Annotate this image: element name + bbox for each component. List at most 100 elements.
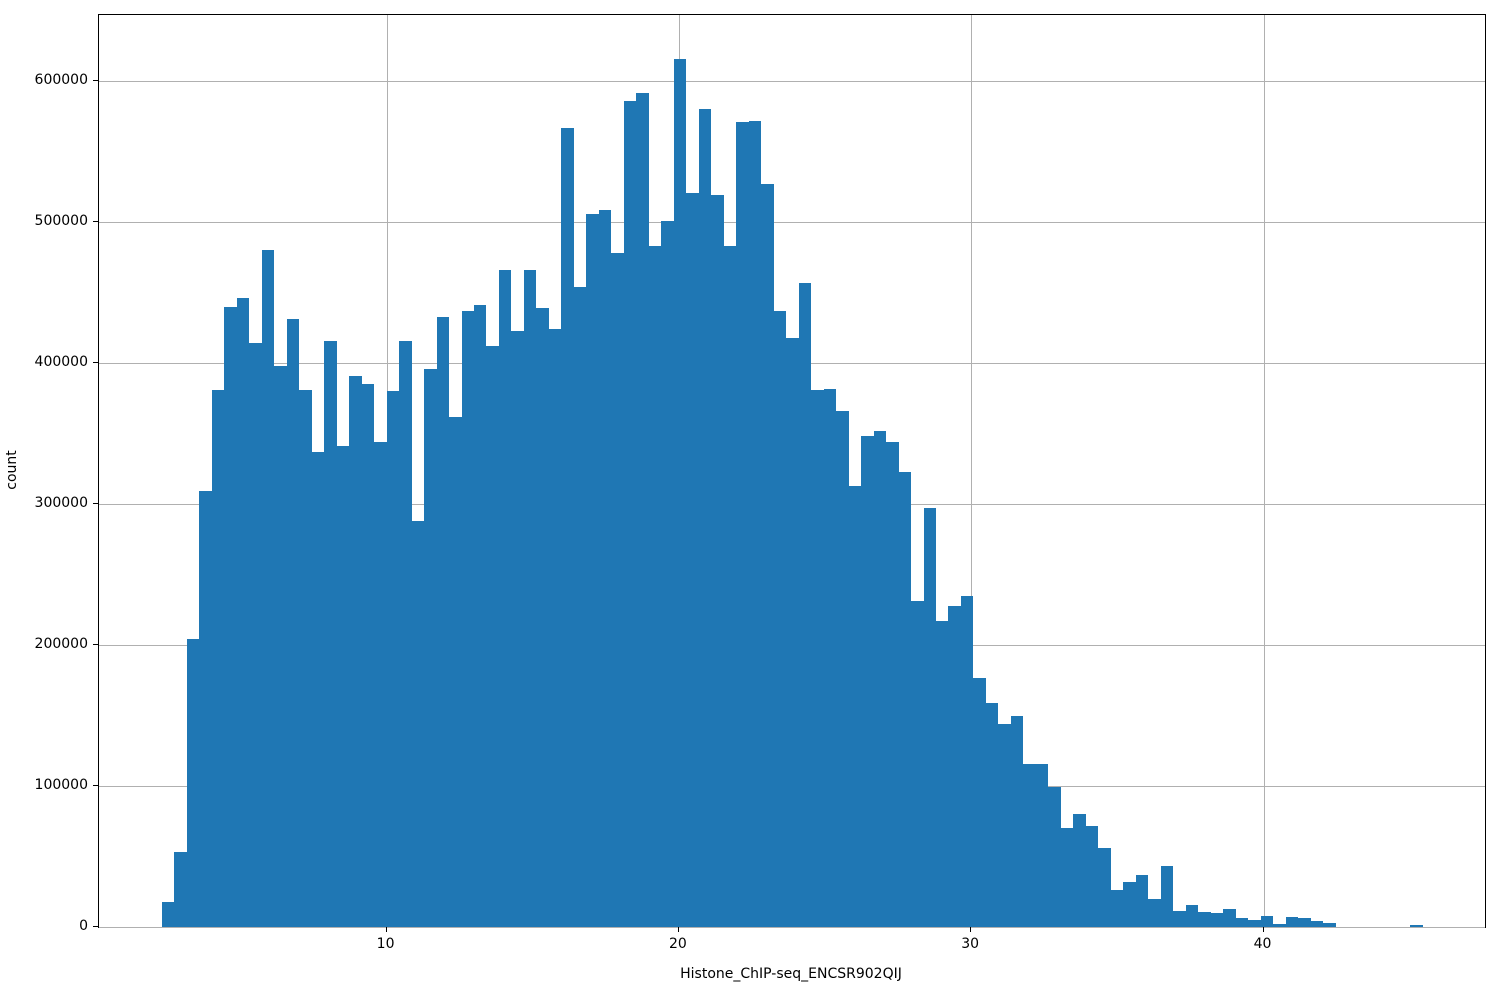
x-tick-label: 30 xyxy=(961,936,980,952)
histogram-bar xyxy=(1223,909,1236,927)
y-tick xyxy=(93,221,98,223)
histogram-bar xyxy=(911,601,924,927)
histogram-bar xyxy=(249,343,262,927)
histogram-bar xyxy=(498,270,512,927)
x-tick-label: 20 xyxy=(668,936,687,952)
histogram-bar xyxy=(848,485,862,927)
y-tick-label: 300000 xyxy=(34,495,88,512)
histogram-bar xyxy=(598,209,612,927)
histogram-bar xyxy=(973,677,986,927)
histogram-bar xyxy=(1073,814,1086,927)
histogram-bar xyxy=(374,442,387,927)
histogram-bar xyxy=(511,330,524,927)
y-tick xyxy=(93,503,98,505)
histogram-bar xyxy=(386,391,400,927)
histogram-bar xyxy=(523,270,537,927)
histogram-bar xyxy=(623,100,637,927)
histogram-bar xyxy=(548,329,562,927)
histogram-bar xyxy=(1198,911,1211,927)
histogram-bar xyxy=(698,109,712,927)
plot-area xyxy=(98,14,1486,928)
histogram-bar xyxy=(411,521,425,927)
histogram-bar xyxy=(199,491,212,927)
y-tick xyxy=(93,785,98,786)
histogram-bar xyxy=(761,184,774,927)
histogram-bar xyxy=(711,195,724,927)
histogram-bar xyxy=(361,384,375,927)
y-tick xyxy=(93,80,98,82)
histogram-bar xyxy=(349,375,362,927)
histogram-bar xyxy=(1035,763,1049,927)
histogram-bar xyxy=(1310,921,1324,927)
histogram-bar xyxy=(449,416,462,927)
histogram-bar xyxy=(286,319,300,927)
histogram-bar xyxy=(1085,825,1099,927)
histogram-bar xyxy=(1048,787,1061,927)
gridline-horizontal xyxy=(99,927,1485,928)
y-tick-label: 100000 xyxy=(34,777,88,793)
histogram-bar xyxy=(923,508,936,927)
histogram-bar xyxy=(586,213,599,927)
histogram-bar xyxy=(686,192,699,927)
gridline-horizontal xyxy=(99,222,1485,224)
gridline-vertical xyxy=(1263,15,1265,927)
histogram-bar xyxy=(823,388,837,927)
histogram-bar xyxy=(773,311,787,927)
histogram-bar xyxy=(399,340,412,927)
histogram-bar xyxy=(274,366,287,927)
histogram-bar xyxy=(898,471,911,927)
histogram-bar xyxy=(324,340,337,927)
histogram-bar xyxy=(948,605,961,927)
histogram-bar xyxy=(1235,917,1249,927)
histogram-bar xyxy=(211,389,225,927)
histogram-bar xyxy=(673,58,687,927)
y-tick xyxy=(93,926,98,927)
x-axis-label: Histone_ChIP-seq_ENCSR902QIJ xyxy=(680,966,902,982)
histogram-bar xyxy=(1185,905,1199,927)
y-tick-label: 500000 xyxy=(34,213,88,230)
histogram-bar xyxy=(985,702,999,927)
x-tick xyxy=(385,927,387,932)
histogram-bar xyxy=(960,595,974,927)
histogram-bar xyxy=(1210,912,1224,927)
histogram-bar xyxy=(836,411,849,927)
y-tick xyxy=(93,644,98,646)
histogram-bar xyxy=(236,298,250,927)
y-tick-label: 600000 xyxy=(34,72,88,89)
histogram-bar xyxy=(1135,874,1149,927)
histogram-bar xyxy=(573,287,587,927)
histogram-bar xyxy=(536,308,549,927)
histogram-bar xyxy=(1173,910,1186,927)
histogram-bar xyxy=(1010,715,1024,927)
histogram-bar xyxy=(648,246,662,927)
histogram-bar xyxy=(1160,866,1174,927)
histogram-bar xyxy=(1123,881,1136,927)
x-tick-label: 40 xyxy=(1253,936,1272,952)
histogram-bar xyxy=(299,389,312,927)
histogram-bar xyxy=(861,436,874,927)
histogram-bar xyxy=(736,122,749,927)
histogram-bar xyxy=(161,902,175,927)
histogram-bar xyxy=(436,316,450,927)
y-tick-label: 200000 xyxy=(34,636,88,653)
histogram-bar xyxy=(811,389,824,927)
histogram-bar xyxy=(1023,763,1036,927)
x-tick xyxy=(970,927,972,932)
gridline-horizontal xyxy=(99,81,1485,83)
histogram-bar xyxy=(873,430,887,927)
histogram-bar xyxy=(186,639,200,927)
x-tick xyxy=(1262,927,1264,932)
histogram-bar xyxy=(1410,924,1423,927)
y-tick-label: 0 xyxy=(79,918,88,934)
histogram-bar xyxy=(886,442,899,927)
histogram-bar xyxy=(998,724,1011,927)
histogram-bar xyxy=(424,368,437,927)
histogram-bar xyxy=(723,246,737,927)
histogram-bar xyxy=(486,346,499,927)
histogram-bar xyxy=(1260,915,1274,927)
histogram-bar xyxy=(1323,923,1336,927)
histogram-bar xyxy=(1248,919,1261,927)
x-tick xyxy=(677,927,679,932)
histogram-bar xyxy=(1110,890,1124,927)
